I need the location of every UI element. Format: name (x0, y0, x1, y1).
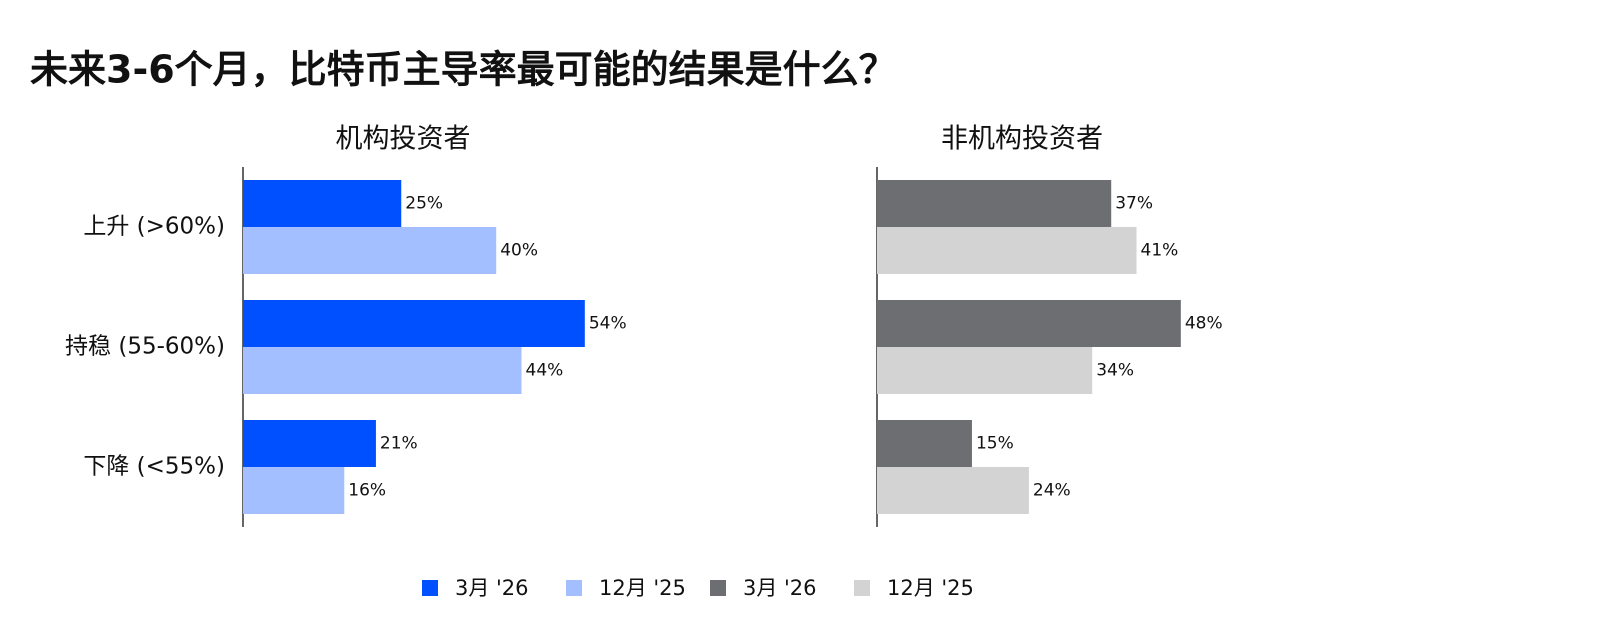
value-label: 16% (348, 481, 386, 501)
legend-label: 3月 '26 (743, 576, 817, 600)
page-title: 未来3-6个月，比特币主导率最可能的结果是什么？ (30, 48, 897, 92)
legend-swatch (710, 580, 726, 596)
value-label: 34% (1096, 361, 1134, 381)
bar (243, 180, 402, 227)
legend-label: 12月 '25 (887, 576, 974, 600)
value-label: 40% (500, 241, 538, 261)
legend-label: 12月 '25 (599, 576, 686, 600)
bar (243, 420, 376, 467)
bar (243, 227, 497, 274)
value-label: 25% (405, 194, 443, 214)
legend-label: 3月 '26 (455, 576, 529, 600)
legend-swatch (422, 580, 438, 596)
value-label: 41% (1141, 241, 1179, 261)
chart-subtitle: 非机构投资者 (941, 124, 1103, 155)
bar (243, 347, 522, 394)
value-label: 44% (526, 361, 564, 381)
value-label: 37% (1115, 194, 1153, 214)
y-tick-label: 持稳 (55-60%) (65, 334, 225, 360)
value-label: 54% (589, 314, 627, 334)
bar (877, 227, 1137, 274)
bar (243, 300, 585, 347)
bar (877, 467, 1029, 514)
value-label: 48% (1185, 314, 1223, 334)
legend-swatch (854, 580, 870, 596)
bar (877, 347, 1093, 394)
value-label: 24% (1033, 481, 1071, 501)
bar (877, 300, 1181, 347)
bar (877, 420, 972, 467)
chart-subtitle: 机构投资者 (336, 124, 471, 155)
bar (877, 180, 1112, 227)
value-label: 21% (380, 434, 418, 454)
bar (243, 467, 345, 514)
y-tick-label: 上升 (>60%) (83, 214, 225, 240)
value-label: 15% (976, 434, 1014, 454)
y-tick-label: 下降 (<55%) (83, 454, 225, 480)
legend-swatch (566, 580, 582, 596)
